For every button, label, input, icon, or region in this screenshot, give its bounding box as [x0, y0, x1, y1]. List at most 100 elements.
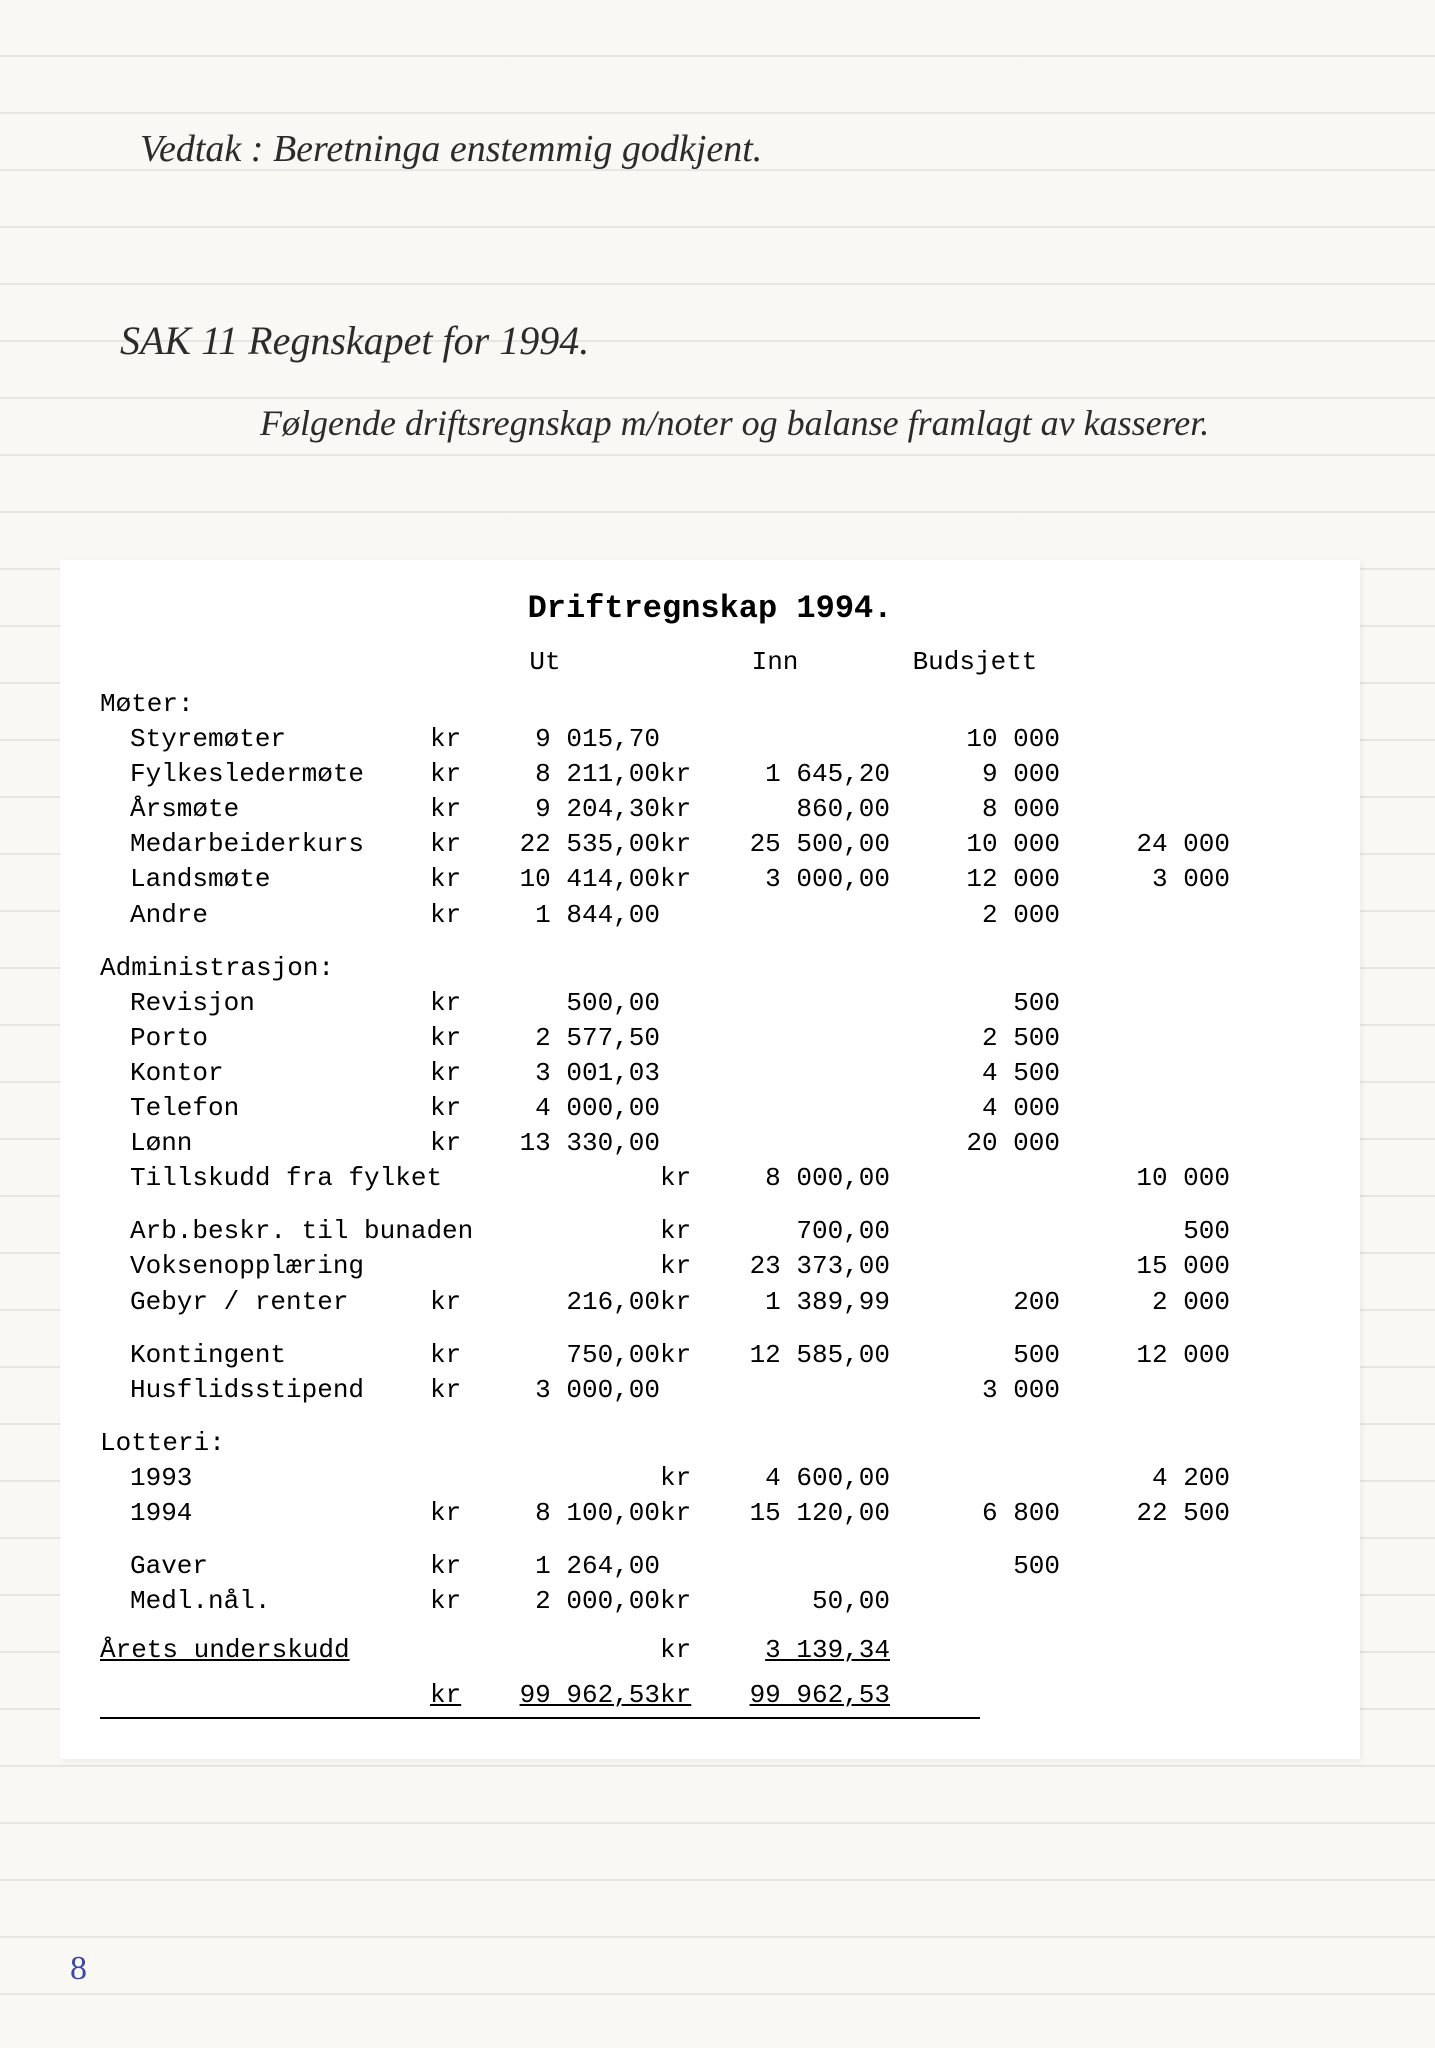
cell: 10 000	[1060, 1161, 1230, 1196]
table-row: Gaverkr1 264,00500	[100, 1549, 1320, 1584]
table-row: Kontorkr3 001,034 500	[100, 1056, 1320, 1091]
cell: 2 577,50	[490, 1021, 660, 1056]
cell	[660, 898, 720, 933]
cell: 9 204,30	[490, 792, 660, 827]
cell	[660, 722, 720, 757]
cell	[660, 986, 720, 1021]
cell: 50,00	[720, 1584, 890, 1619]
cell	[890, 1161, 1060, 1196]
cell	[430, 1249, 490, 1284]
cell: 2 000,00	[490, 1584, 660, 1619]
cell: 4 000,00	[490, 1091, 660, 1126]
table-row: Husflidsstipendkr3 000,003 000	[100, 1373, 1320, 1408]
cell: 860,00	[720, 792, 890, 827]
cell	[890, 1214, 1060, 1249]
handwriting-line-3: Følgende driftsregnskap m/noter og balan…	[260, 400, 1310, 447]
cell	[1060, 898, 1230, 933]
cell: kr	[430, 1549, 490, 1584]
table-row: Styremøterkr9 015,7010 000	[100, 722, 1320, 757]
cell	[660, 1126, 720, 1161]
cell: 750,00	[490, 1338, 660, 1373]
cell: 12 000	[890, 862, 1060, 897]
cell	[1060, 1126, 1230, 1161]
col-ut: Ut	[430, 647, 660, 677]
table-row: Portokr2 577,502 500	[100, 1021, 1320, 1056]
cell: 8 211,00	[490, 757, 660, 792]
table-row: Landsmøtekr10 414,00kr3 000,0012 0003 00…	[100, 862, 1320, 897]
cell: 4 000	[890, 1091, 1060, 1126]
row-label: Tillskudd fra fylket	[100, 1161, 430, 1196]
cell	[490, 1461, 660, 1496]
deficit-label: Årets underskudd	[100, 1633, 430, 1668]
cell: 3 000,00	[720, 862, 890, 897]
cell	[1060, 1633, 1230, 1668]
row-label: Styremøter	[100, 722, 430, 757]
cell	[1060, 1021, 1230, 1056]
cell: 200	[890, 1285, 1060, 1320]
cell: 10 414,00	[490, 862, 660, 897]
cell: 13 330,00	[490, 1126, 660, 1161]
cell: 9 015,70	[490, 722, 660, 757]
cell	[720, 1091, 890, 1126]
cell: 2 500	[890, 1021, 1060, 1056]
cell: kr	[430, 862, 490, 897]
cell	[720, 722, 890, 757]
row-label: Årsmøte	[100, 792, 430, 827]
col-blank	[100, 647, 430, 677]
table-row: Tillskudd fra fylketkr8 000,0010 000	[100, 1161, 1320, 1196]
cell: kr	[660, 792, 720, 827]
row-label: Gaver	[100, 1549, 430, 1584]
section-header: Lotteri:	[100, 1426, 1320, 1461]
row-label: 1993	[100, 1461, 430, 1496]
cell: kr	[430, 792, 490, 827]
cell: 3 000	[890, 1373, 1060, 1408]
totals-row: kr 99 962,53 kr 99 962,53	[100, 1678, 1320, 1713]
cell: 500,00	[490, 986, 660, 1021]
col-budsjett: Budsjett	[890, 647, 1060, 677]
row-label: Andre	[100, 898, 430, 933]
cell: 22 500	[1060, 1496, 1230, 1531]
cell: 4 200	[1060, 1461, 1230, 1496]
cell: 10 000	[890, 722, 1060, 757]
cell	[890, 1678, 1060, 1713]
cell	[660, 1021, 720, 1056]
cell: 1 645,20	[720, 757, 890, 792]
handwriting-line-2: SAK 11 Regnskapet for 1994.	[120, 315, 1220, 367]
row-label: Gebyr / renter	[100, 1285, 430, 1320]
table-row: Revisjonkr500,00500	[100, 986, 1320, 1021]
cell: kr	[660, 1461, 720, 1496]
cell	[1060, 792, 1230, 827]
section-header: Administrasjon:	[100, 951, 1320, 986]
cell: kr	[430, 757, 490, 792]
cell: kr	[430, 827, 490, 862]
total-inn: 99 962,53	[720, 1678, 890, 1713]
cell	[490, 1161, 660, 1196]
cell: 2 000	[890, 898, 1060, 933]
cell: 25 500,00	[720, 827, 890, 862]
cell: 23 373,00	[720, 1249, 890, 1284]
table-row: Gebyr / renterkr216,00kr1 389,992002 000	[100, 1285, 1320, 1320]
cell: 12 585,00	[720, 1338, 890, 1373]
cell: kr	[660, 1285, 720, 1320]
table-row: Voksenopplæringkr23 373,0015 000	[100, 1249, 1320, 1284]
cell: 15 000	[1060, 1249, 1230, 1284]
cell: kr	[430, 1496, 490, 1531]
cell: 8 000,00	[720, 1161, 890, 1196]
table-row: Telefonkr4 000,004 000	[100, 1091, 1320, 1126]
table-row: Fylkesledermøtekr8 211,00kr1 645,209 000	[100, 757, 1320, 792]
cell: kr	[660, 757, 720, 792]
section-label: Lotteri:	[100, 1426, 430, 1461]
cell: kr	[430, 1021, 490, 1056]
table-row: 1994kr8 100,00kr15 120,006 80022 500	[100, 1496, 1320, 1531]
cell: 700,00	[720, 1214, 890, 1249]
cell	[430, 1161, 490, 1196]
cell: 24 000	[1060, 827, 1230, 862]
cell: kr	[660, 1678, 720, 1713]
cell: 20 000	[890, 1126, 1060, 1161]
column-headers: Ut Inn Budsjett	[100, 647, 1320, 677]
cell	[890, 1461, 1060, 1496]
cell: 8 100,00	[490, 1496, 660, 1531]
page: Vedtak : Beretninga enstemmig godkjent. …	[0, 0, 1435, 2048]
cell: kr	[430, 1678, 490, 1713]
page-number: 8	[70, 1950, 87, 1988]
